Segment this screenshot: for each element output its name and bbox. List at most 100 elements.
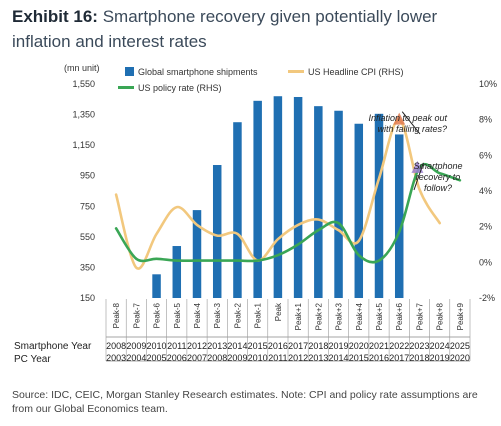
recovery-marker-triangle (411, 160, 424, 173)
category-tick-label: Peak+2 (314, 302, 323, 330)
smartphone-year-cell: 2025 (450, 341, 470, 351)
pc-year-cell: 2012 (288, 353, 308, 363)
bar-Peak+2 (314, 106, 323, 299)
bar-Peak (273, 96, 283, 298)
smartphone-year-cell: 2017 (288, 341, 308, 351)
pc-year-cell: 2020 (450, 353, 470, 363)
category-tick-label: Peak (274, 302, 283, 321)
bar-Peak+4 (354, 123, 364, 298)
bar-series (152, 96, 404, 299)
category-tick-label: Peak+4 (355, 302, 364, 330)
bar-Peak-2 (233, 122, 242, 298)
chart-title: Exhibit 16: Smartphone recovery given po… (12, 4, 492, 54)
right-tick-label: 10% (479, 79, 497, 89)
bar-Peak-5 (172, 246, 182, 298)
category-tick-label: Peak-5 (173, 302, 182, 328)
category-tick-label: Peak-1 (254, 302, 263, 328)
annotation-inflation-text: with falling rates? (377, 124, 447, 134)
category-tick-label: Peak-3 (213, 302, 222, 328)
pc-year-cell: 2016 (369, 353, 389, 363)
line-us-policy-rate (114, 162, 462, 264)
annotation-recovery-text: recovery to (416, 172, 461, 182)
peak-marker-triangle (393, 112, 406, 125)
pc-year-cell: 2013 (308, 353, 328, 363)
right-tick-label: 6% (479, 150, 492, 160)
pc-year-cell: 2006 (167, 353, 187, 363)
bar-Peak+3 (334, 110, 343, 298)
smartphone-year-cell: 2019 (329, 341, 349, 351)
left-tick-label: 1,150 (72, 140, 95, 150)
annotation-recovery-text: Smartphone (413, 161, 462, 171)
category-tick-label: Peak-7 (132, 302, 141, 328)
pc-year-cell: 2011 (268, 353, 287, 363)
pc-year-cell: 2019 (430, 353, 450, 363)
smartphone-year-cell: 2015 (248, 341, 268, 351)
pc-year-cell: 2018 (409, 353, 429, 363)
smartphone-year-cell: 2014 (227, 341, 247, 351)
bar-Peak-6 (152, 274, 161, 298)
pc-year-cell: 2015 (349, 353, 369, 363)
category-tick-label: Peak+1 (294, 302, 303, 330)
category-tick-label: Peak+3 (335, 302, 344, 330)
left-tick-label: 1,550 (72, 79, 95, 89)
category-tick-label: Peak+5 (375, 302, 384, 330)
bar-Peak-1 (253, 100, 262, 298)
legend-label-shipments: Global smartphone shipments (138, 67, 258, 77)
category-tick-label: Peak+9 (456, 302, 465, 330)
legend-swatch-shipments (125, 67, 134, 76)
legend: Global smartphone shipments US Headline C… (118, 67, 404, 93)
bar-Peak+1 (293, 96, 303, 298)
right-tick-label: 8% (479, 115, 492, 125)
smartphone-year-cell: 2012 (187, 341, 207, 351)
row-label-pc-year: PC Year (14, 354, 51, 365)
smartphone-year-cell: 2022 (389, 341, 409, 351)
smartphone-year-cell: 2008 (106, 341, 126, 351)
bar-Peak+5 (374, 113, 384, 298)
smartphone-year-cell: 2020 (349, 341, 369, 351)
annotation-recovery-arrow (413, 162, 424, 191)
left-tick-label: 1,350 (72, 110, 95, 120)
pc-year-cell: 2008 (207, 353, 227, 363)
source-note: Source: IDC, CEIC, Morgan Stanley Resear… (12, 389, 478, 415)
category-tick-label: Peak-8 (112, 302, 121, 328)
right-tick-label: 2% (479, 222, 492, 232)
category-tick-label: Peak+7 (415, 302, 424, 330)
line-us-headline-cpi (114, 118, 441, 270)
left-tick-label: 950 (80, 171, 95, 181)
left-tick-label: 550 (80, 232, 95, 242)
pc-year-cell: 2014 (329, 353, 349, 363)
bar-Peak+6 (394, 134, 404, 298)
annotation-inflation-arrow (401, 111, 421, 135)
legend-label-policy-rate: US policy rate (RHS) (138, 83, 222, 93)
line-series (114, 118, 462, 270)
pc-year-cell: 2003 (106, 353, 126, 363)
legend-label-cpi: US Headline CPI (RHS) (308, 67, 404, 77)
right-tick-label: 0% (479, 257, 492, 267)
smartphone-year-cell: 2024 (430, 341, 450, 351)
category-tick-label: Peak+8 (436, 302, 445, 330)
pc-year-cell: 2010 (248, 353, 268, 363)
left-tick-label: 750 (80, 201, 95, 211)
smartphone-year-cell: 2018 (308, 341, 328, 351)
left-tick-label: 350 (80, 262, 95, 272)
category-tick-label: Peak-4 (193, 302, 202, 328)
smartphone-year-cell: 2013 (207, 341, 227, 351)
annotation-inflation-text: Inflation to peak out (368, 113, 447, 123)
left-axis-unit: (mn unit) (64, 63, 100, 73)
annotation-recovery-text: follow? (424, 183, 452, 193)
smartphone-year-cell: 2010 (147, 341, 167, 351)
chart-title-text: Smartphone recovery given potentially lo… (12, 7, 438, 51)
category-tick-label: Peak-2 (233, 302, 242, 328)
pc-year-cell: 2005 (147, 353, 167, 363)
bar-Peak-3 (212, 165, 222, 298)
bar-Peak-4 (192, 210, 202, 298)
pc-year-cell: 2009 (227, 353, 247, 363)
category-tick-label: Peak-6 (153, 302, 162, 328)
smartphone-year-cell: 2016 (268, 341, 288, 351)
pc-year-cell: 2004 (126, 353, 146, 363)
right-tick-label: -2% (479, 293, 495, 303)
smartphone-year-cell: 2009 (126, 341, 146, 351)
pc-year-cell: 2017 (389, 353, 409, 363)
chart: Global smartphone shipments US Headline C… (14, 63, 497, 365)
